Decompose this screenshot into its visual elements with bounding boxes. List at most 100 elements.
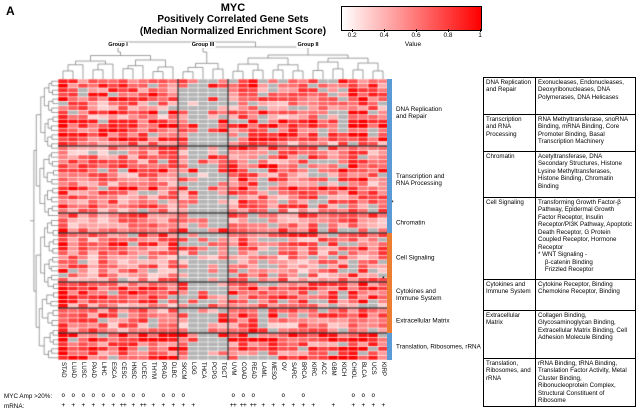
row-section-label: Transcription and RNA Processing bbox=[396, 172, 445, 187]
mrna-symbol: + bbox=[331, 402, 335, 409]
mrna-symbol: + bbox=[61, 402, 65, 409]
panel-label: A bbox=[6, 4, 15, 18]
column-label: STAD bbox=[60, 362, 66, 378]
myc-amp-symbol: o bbox=[131, 392, 135, 399]
myc-amp-symbol: o bbox=[161, 392, 165, 399]
legend-description-cell: Cytokine Receptor, Binding Chemokine Rec… bbox=[535, 279, 636, 311]
myc-amp-symbol: o bbox=[301, 392, 305, 399]
row-section-colorbar-segment bbox=[387, 333, 392, 360]
legend-category-cell: Cell Signaling bbox=[483, 197, 536, 280]
column-label: BRCA bbox=[300, 362, 306, 379]
column-label: BLCA bbox=[360, 362, 366, 378]
myc-amp-symbol: o bbox=[61, 392, 65, 399]
mrna-symbol: + bbox=[361, 402, 365, 409]
legend-table-row: Translation, Ribosomes, and rRNA rRNA Bin… bbox=[483, 358, 636, 407]
column-label: LUAD bbox=[70, 362, 76, 379]
myc-amp-row-label: MYC Amp >20%: bbox=[4, 393, 53, 400]
myc-amp-symbol: o bbox=[171, 392, 175, 399]
myc-amp-symbol: o bbox=[281, 392, 285, 399]
column-label: THYM bbox=[150, 362, 156, 379]
colorbar-tick-mark bbox=[415, 29, 417, 32]
colorbar-label: Value bbox=[404, 41, 422, 48]
row-section-label: Translation, Ribosomes, rRNA bbox=[396, 342, 481, 350]
column-label: LUSC bbox=[80, 362, 86, 379]
column-label: HNSC bbox=[130, 362, 136, 380]
row-section-label: Extracellular Matrix bbox=[396, 316, 450, 324]
column-label: SKCM bbox=[180, 362, 186, 380]
column-label: PCPG bbox=[210, 362, 216, 380]
column-label: THCA bbox=[200, 362, 206, 379]
legend-table-row: Extracellular Matrix Collagen Binding, Gl… bbox=[483, 310, 636, 359]
myc-amp-symbol: o bbox=[111, 392, 115, 399]
colorbar-tick-mark bbox=[479, 29, 481, 32]
column-label: ESCA bbox=[110, 362, 116, 379]
colorbar-tick-label: 0.4 bbox=[379, 32, 389, 39]
mrna-symbol: ++ bbox=[249, 402, 257, 409]
myc-amp-symbol: o bbox=[91, 392, 95, 399]
chart-subtitle2: (Median Normalized Enrichment Score) bbox=[139, 26, 327, 37]
mrna-symbol: + bbox=[111, 402, 115, 409]
column-label: OV bbox=[280, 362, 286, 371]
mrna-symbol: + bbox=[281, 402, 285, 409]
footnote-asterisk: * bbox=[382, 276, 385, 283]
legend-category-cell: Extracellular Matrix bbox=[483, 310, 536, 359]
mrna-symbol: + bbox=[311, 402, 315, 409]
column-label: DLBC bbox=[170, 362, 176, 379]
myc-amp-symbol: o bbox=[231, 392, 235, 399]
column-label: LAML bbox=[260, 362, 266, 378]
colorbar-tick-mark bbox=[351, 29, 353, 32]
column-group-label: Group II bbox=[296, 42, 320, 48]
column-label: GBM bbox=[330, 362, 336, 376]
mrna-row-label: mRNA: bbox=[4, 403, 25, 410]
column-label: LIHC bbox=[100, 362, 106, 376]
row-section-colorbar-segment bbox=[387, 233, 392, 333]
row-section-label: Cytokines and Immune System bbox=[396, 287, 442, 302]
colorbar-tick-label: 0.6 bbox=[411, 32, 421, 39]
myc-amp-symbol: o bbox=[251, 392, 255, 399]
colorbar-tick-label: 1 bbox=[478, 32, 482, 39]
column-label: PAAD bbox=[90, 362, 96, 378]
row-section-colorbar-segment bbox=[387, 79, 392, 233]
mrna-symbol: + bbox=[171, 402, 175, 409]
legend-table-row: Cytokines and Immune System Cytokine Rece… bbox=[483, 279, 636, 311]
mrna-symbol: ++ bbox=[139, 402, 147, 409]
mrna-symbol: + bbox=[101, 402, 105, 409]
mrna-symbol: + bbox=[161, 402, 165, 409]
column-label: COAD bbox=[240, 362, 246, 380]
mrna-symbol: + bbox=[131, 402, 135, 409]
legend-description-cell: rRNA Binding, tRNA Binding, Translation … bbox=[535, 358, 636, 407]
legend-description-cell: RNA Methyltransferase, snoRNA Binding, m… bbox=[535, 114, 636, 152]
column-label: MESO bbox=[270, 362, 276, 380]
mrna-symbol: + bbox=[91, 402, 95, 409]
row-section-label: DNA Replication and Repair bbox=[396, 105, 442, 120]
legend-category-cell: Cytokines and Immune System bbox=[483, 279, 536, 311]
myc-amp-symbol: o bbox=[181, 392, 185, 399]
colorbar-tick-label: 0.2 bbox=[347, 32, 357, 39]
column-label: KIRC bbox=[310, 362, 316, 377]
legend-description-cell: Collagen Binding, Glycosaminoglycan Bind… bbox=[535, 310, 636, 359]
myc-amp-symbol: o bbox=[351, 392, 355, 399]
legend-category-cell: Transcription and RNA Processing bbox=[483, 114, 536, 152]
footnote-asterisk: * bbox=[391, 200, 394, 207]
mrna-symbol: + bbox=[71, 402, 75, 409]
mrna-symbol: ++ bbox=[239, 402, 247, 409]
row-section-label: Chromatin bbox=[396, 219, 426, 227]
column-label: UCS bbox=[370, 362, 376, 375]
mrna-symbol: + bbox=[381, 402, 385, 409]
column-label: CHOL bbox=[350, 362, 356, 379]
column-label: PRAD bbox=[160, 362, 166, 379]
legend-description-cell: Exonucleases, Endonucleases, Deoxyribonu… bbox=[535, 77, 636, 115]
mrna-symbol: + bbox=[261, 402, 265, 409]
column-label: SARC bbox=[290, 362, 296, 379]
column-label: KICH bbox=[340, 362, 346, 377]
myc-amp-symbol: o bbox=[241, 392, 245, 399]
legend-description-cell: Transforming Growth Factor-β Pathway, Ep… bbox=[535, 197, 636, 280]
legend-category-cell: Chromatin bbox=[483, 151, 536, 198]
colorbar-gradient bbox=[341, 6, 482, 31]
mrna-symbol: + bbox=[291, 402, 295, 409]
mrna-symbol: + bbox=[191, 402, 195, 409]
column-group-label: Group I bbox=[107, 42, 129, 48]
myc-amp-symbol: o bbox=[71, 392, 75, 399]
colorbar-tick-mark bbox=[383, 29, 385, 32]
